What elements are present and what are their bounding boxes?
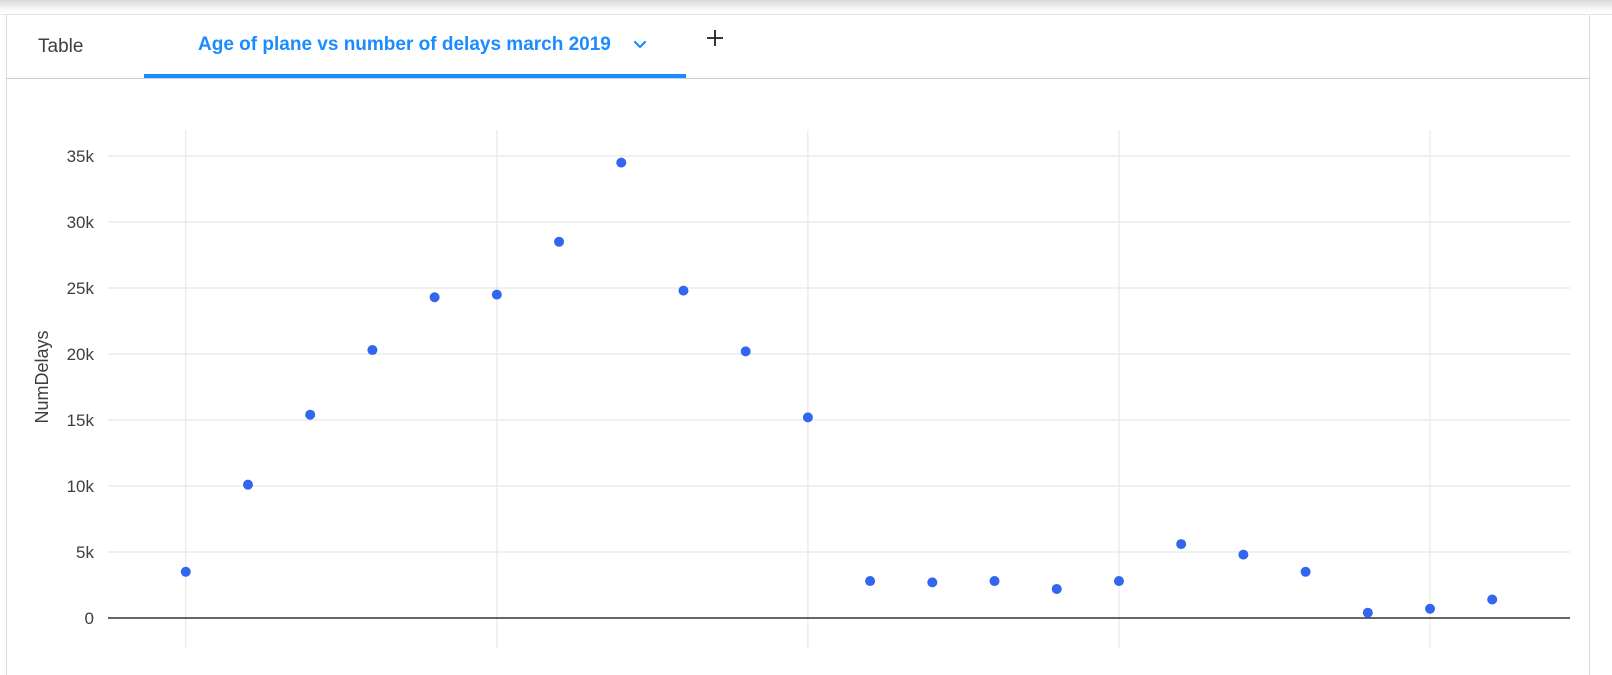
data-point[interactable] [1300,566,1311,577]
chevron-down-icon[interactable] [633,40,647,50]
data-point[interactable] [1051,583,1062,594]
tab-chart-label: Age of plane vs number of delays march 2… [198,33,611,55]
data-point[interactable] [367,345,378,356]
data-point[interactable] [1238,549,1249,560]
data-point[interactable] [740,346,751,357]
tab-chart[interactable]: Age of plane vs number of delays march 2… [144,15,686,78]
data-point[interactable] [1362,607,1373,618]
data-point[interactable] [429,292,440,303]
grid-layer [108,130,1570,648]
y-tick-label: 15k [67,411,95,430]
data-point[interactable] [305,409,316,420]
data-point[interactable] [242,479,253,490]
data-point[interactable] [180,566,191,577]
y-tick-label: 5k [76,543,94,562]
y-axis-title: NumDelays [32,330,52,423]
chart-panel [6,15,1590,675]
data-point[interactable] [554,236,565,247]
tab-table[interactable]: Table [38,15,83,78]
y-tick-label: 35k [67,147,95,166]
data-point[interactable] [678,285,689,296]
data-point[interactable] [1113,576,1124,587]
scatter-chart: 0 5k 10k 15k 20k 25k 30k 35k NumDelays [32,130,1570,648]
data-point[interactable] [491,289,502,300]
plus-icon[interactable] [700,23,730,53]
data-points [180,157,1498,618]
tab-bar: Table Age of plane vs number of delays m… [6,15,1590,79]
data-point[interactable] [802,412,813,423]
data-point[interactable] [616,157,627,168]
data-point[interactable] [1487,594,1498,605]
y-tick-label: 20k [67,345,95,364]
top-shadow [0,0,1612,15]
data-point[interactable] [1176,539,1187,550]
tab-table-label: Table [38,35,84,57]
y-tick-label: 0 [85,609,94,628]
data-point[interactable] [1425,603,1436,614]
y-tick-label: 10k [67,477,95,496]
data-point[interactable] [989,576,1000,587]
data-point[interactable] [927,577,938,588]
y-tick-label: 25k [67,279,95,298]
data-point[interactable] [865,576,876,587]
y-tick-label: 30k [67,213,95,232]
y-tick-labels: 0 5k 10k 15k 20k 25k 30k 35k [67,147,95,628]
